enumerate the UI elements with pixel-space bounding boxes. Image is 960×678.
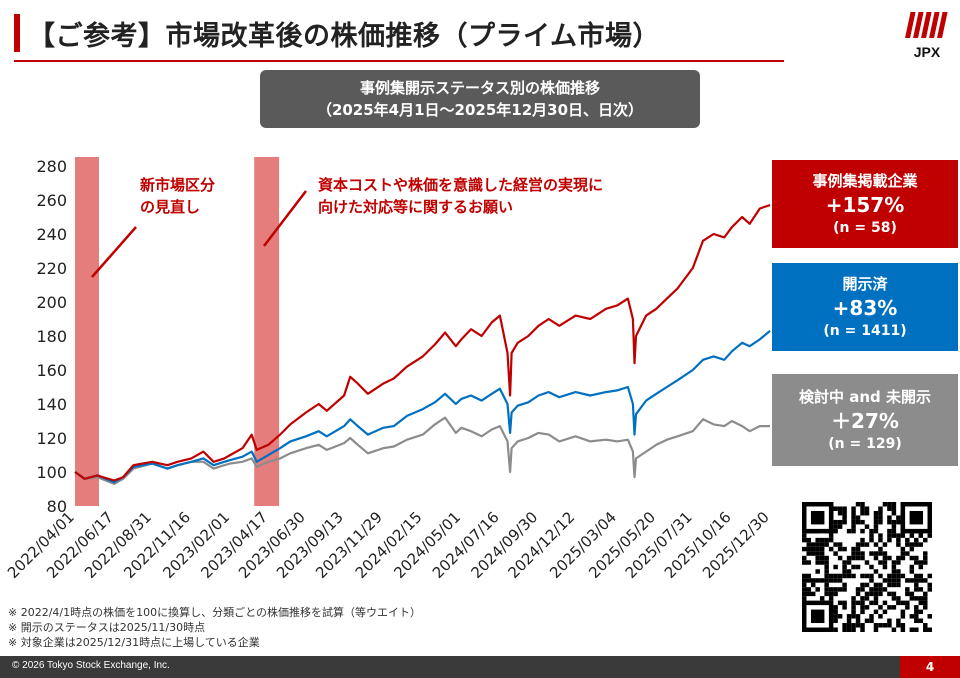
legend-featured-pct: +157% <box>825 193 905 217</box>
highlight-band <box>75 157 99 506</box>
legend-featured-n: (n = 58) <box>833 220 897 236</box>
legend-disclosed-n: (n = 1411) <box>823 323 907 339</box>
subtitle-line-2: （2025年4月1日～2025年12月30日、日次） <box>316 101 644 119</box>
footnote: ※ 開示のステータスは2025/11/30時点 <box>8 621 206 634</box>
copyright-text: © 2026 Tokyo Stock Exchange, Inc. <box>12 660 170 671</box>
footnote: ※ 2022/4/1時点の株価を100に換算し、分類ごとの株価推移を試算（等ウエ… <box>8 606 422 619</box>
series-line <box>74 416 770 485</box>
footnote: ※ 対象企業は2025/12/31時点に上場している企業 <box>8 636 260 649</box>
highlight-band <box>254 157 280 506</box>
y-tick-label: 260 <box>36 191 67 210</box>
title-accent-bar <box>14 14 20 52</box>
band-annotation-text: 資本コストや株価を意識した経営の実現に <box>318 176 603 194</box>
band-annotation-text: 新市場区分 <box>140 176 215 194</box>
y-tick-label: 280 <box>36 157 67 176</box>
legend-box-undisclosed: 検討中 and 未開示 ＋27% (n = 129) <box>772 374 958 466</box>
y-tick-label: 100 <box>36 463 67 482</box>
jpx-logo-text: JPX <box>913 44 941 60</box>
legend-undisclosed-name: 検討中 and 未開示 <box>799 388 931 406</box>
subtitle-line-1: 事例集開示ステータス別の株価推移 <box>359 79 600 97</box>
footer-bar: © 2026 Tokyo Stock Exchange, Inc. 4 <box>0 656 960 678</box>
chart-subtitle-box: 事例集開示ステータス別の株価推移 （2025年4月1日～2025年12月30日、… <box>260 70 700 128</box>
legend-undisclosed-n: (n = 129) <box>828 436 902 452</box>
series-line <box>74 330 771 484</box>
y-tick-label: 80 <box>47 497 67 516</box>
footnotes: ※ 2022/4/1時点の株価を100に換算し、分類ごとの株価推移を試算（等ウエ… <box>8 605 421 650</box>
band-annotation-text: 向けた対応等に関するお願い <box>318 198 513 216</box>
legend-featured-name: 事例集掲載企業 <box>812 172 918 190</box>
series-line <box>74 204 771 482</box>
y-tick-label: 160 <box>36 361 67 380</box>
qr-code-icon[interactable] <box>802 502 932 632</box>
y-tick-label: 200 <box>36 293 67 312</box>
y-tick-label: 220 <box>36 259 67 278</box>
page-number: 4 <box>900 656 960 678</box>
stock-price-chart: 801001201401601802002202402602802022/04/… <box>4 157 773 582</box>
y-tick-label: 120 <box>36 429 67 448</box>
page-title: 【ご参考】市場改革後の株価推移（プライム市場） <box>28 21 660 52</box>
legend-disclosed-name: 開示済 <box>842 275 888 293</box>
y-tick-label: 240 <box>36 225 67 244</box>
band-annotation-text: の見直し <box>140 198 200 216</box>
legend-undisclosed-pct: ＋27% <box>831 409 899 433</box>
legend-box-disclosed: 開示済 +83% (n = 1411) <box>772 263 958 351</box>
annotation-pointer <box>91 226 137 278</box>
y-tick-label: 180 <box>36 327 67 346</box>
legend-disclosed-pct: +83% <box>832 296 898 320</box>
y-tick-label: 140 <box>36 395 67 414</box>
legend-box-featured: 事例集掲載企業 +157% (n = 58) <box>772 160 958 248</box>
jpx-logo-icon <box>905 12 948 38</box>
annotation-pointer <box>263 190 307 247</box>
title-underline <box>14 60 784 62</box>
